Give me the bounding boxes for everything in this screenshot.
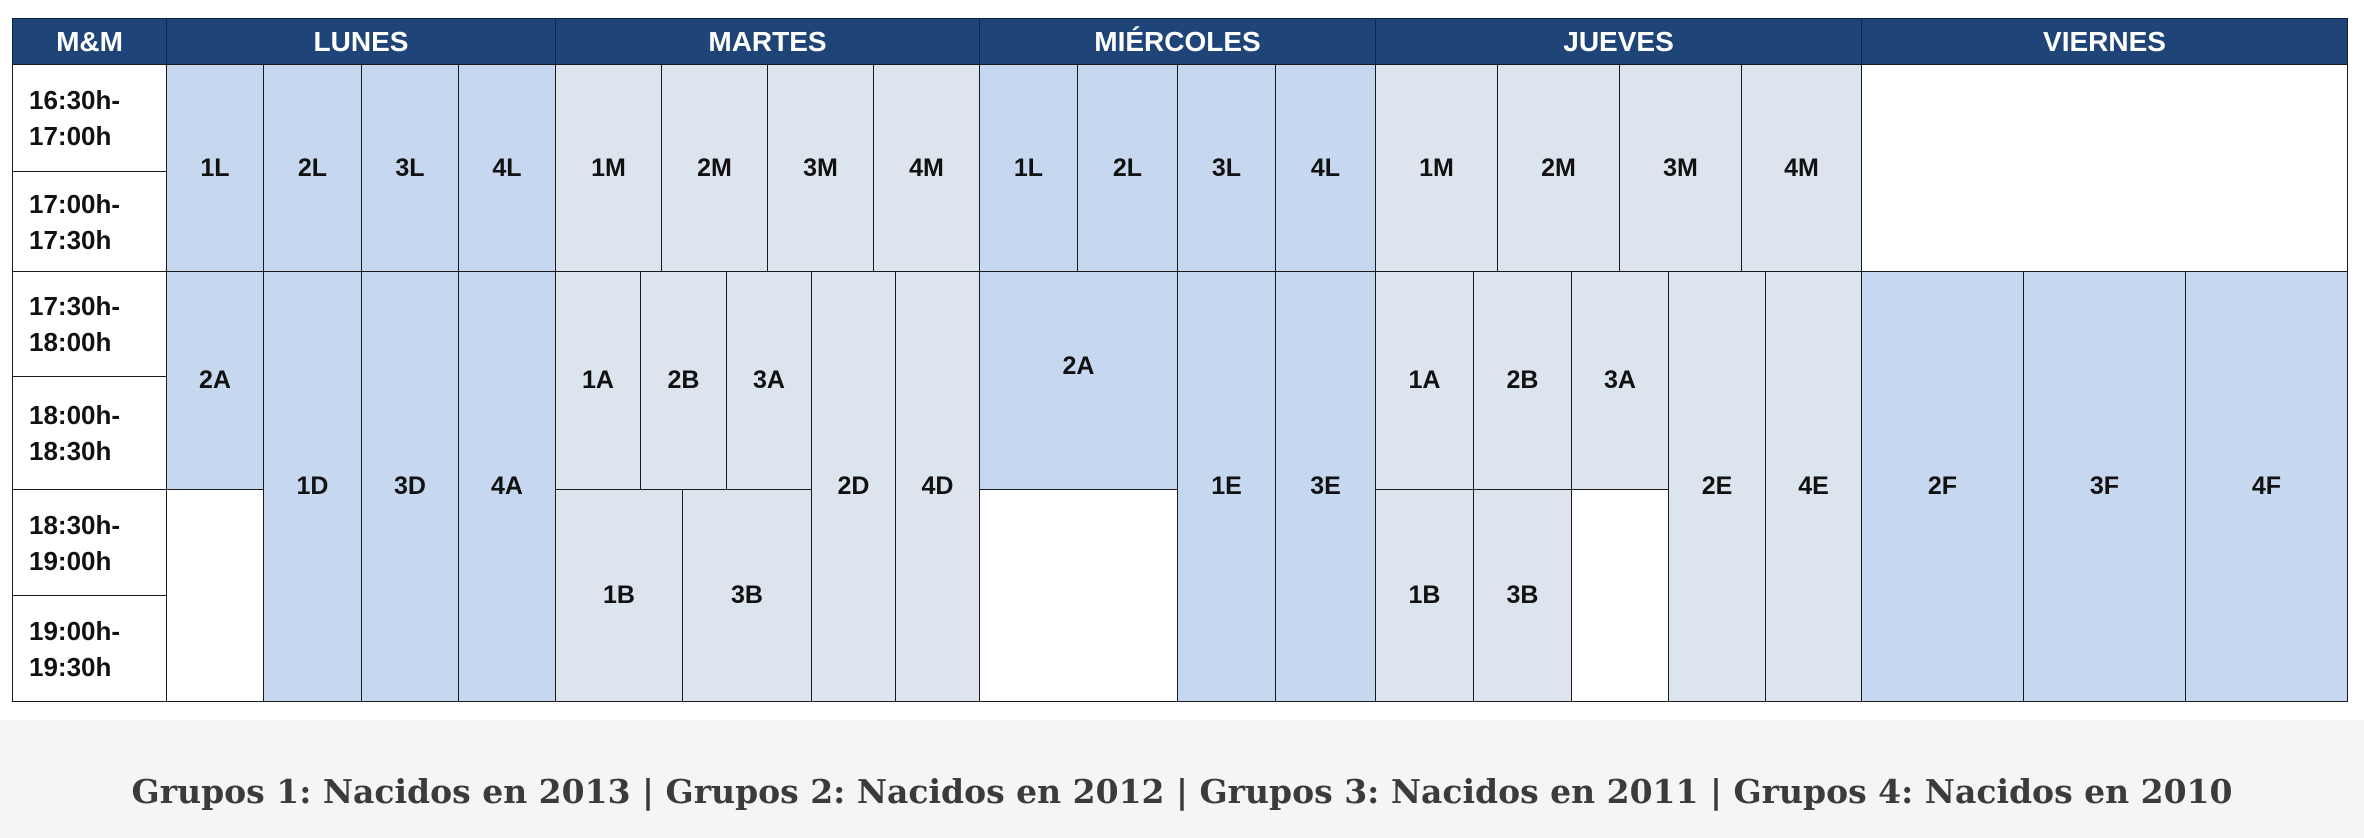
group-cell: 1E xyxy=(1177,271,1276,702)
group-cell: 3B xyxy=(1473,489,1572,702)
group-cell: 2F xyxy=(1861,271,2024,702)
group-cell: 3L xyxy=(1177,64,1276,272)
day-header-martes: MARTES xyxy=(555,18,980,65)
group-cell: 3M xyxy=(1619,64,1742,272)
group-cell: 2A xyxy=(166,271,264,490)
group-cell: 3F xyxy=(2023,271,2186,702)
group-cell: 2A xyxy=(979,271,1178,490)
time-slot: 18:00h- 18:30h xyxy=(12,376,167,490)
time-slot: 18:30h- 19:00h xyxy=(12,489,167,596)
group-cell: 3M xyxy=(767,64,874,272)
group-cell: 3B xyxy=(682,489,812,702)
empty-cell xyxy=(979,489,1178,702)
group-cell: 1A xyxy=(1375,271,1474,490)
empty-cell xyxy=(1571,489,1669,702)
group-cell: 2E xyxy=(1668,271,1766,702)
group-cell: 4L xyxy=(1275,64,1376,272)
empty-cell xyxy=(1861,64,2348,272)
group-cell: 2L xyxy=(1077,64,1178,272)
group-cell: 4M xyxy=(873,64,980,272)
day-header-viernes: VIERNES xyxy=(1861,18,2348,65)
group-cell: 1A xyxy=(555,271,641,490)
group-cell: 2B xyxy=(1473,271,1572,490)
group-cell: 2M xyxy=(1497,64,1620,272)
group-cell: 2B xyxy=(640,271,727,490)
time-slot: 17:30h- 18:00h xyxy=(12,271,167,377)
group-cell: 3A xyxy=(1571,271,1669,490)
group-cell: 1M xyxy=(1375,64,1498,272)
time-slot: 19:00h- 19:30h xyxy=(12,595,167,702)
group-cell: 1B xyxy=(1375,489,1474,702)
corner-header: M&M xyxy=(12,18,167,65)
legend-caption: Grupos 1: Nacidos en 2013 | Grupos 2: Na… xyxy=(131,772,2233,811)
empty-cell xyxy=(166,489,264,702)
time-slot: 17:00h- 17:30h xyxy=(12,171,167,272)
group-cell: 4M xyxy=(1741,64,1862,272)
day-header-jueves: JUEVES xyxy=(1375,18,1862,65)
group-cell: 4L xyxy=(458,64,556,272)
time-slot: 16:30h- 17:00h xyxy=(12,64,167,172)
group-cell: 1B xyxy=(555,489,683,702)
day-header-lunes: LUNES xyxy=(166,18,556,65)
group-cell: 1M xyxy=(555,64,662,272)
group-cell: 2L xyxy=(263,64,362,272)
group-cell: 4E xyxy=(1765,271,1862,702)
group-cell: 3L xyxy=(361,64,459,272)
footer-band xyxy=(0,720,2364,838)
group-cell: 4A xyxy=(458,271,556,702)
group-cell: 2D xyxy=(811,271,896,702)
group-cell: 4D xyxy=(895,271,980,702)
group-cell: 3D xyxy=(361,271,459,702)
group-cell: 3E xyxy=(1275,271,1376,702)
day-header-miercoles: MIÉRCOLES xyxy=(979,18,1376,65)
group-cell: 2M xyxy=(661,64,768,272)
group-cell: 1D xyxy=(263,271,362,702)
group-cell: 1L xyxy=(166,64,264,272)
group-cell: 4F xyxy=(2185,271,2348,702)
group-cell: 1L xyxy=(979,64,1078,272)
group-cell: 3A xyxy=(726,271,812,490)
